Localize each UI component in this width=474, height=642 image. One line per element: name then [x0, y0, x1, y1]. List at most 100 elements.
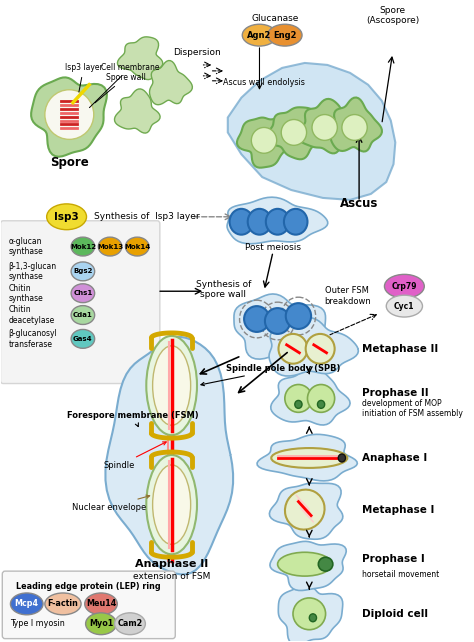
Text: Spindle: Spindle — [104, 442, 166, 470]
Ellipse shape — [265, 308, 290, 334]
Text: Eng2: Eng2 — [273, 31, 297, 40]
Text: development of MOP
initiation of FSM assembly: development of MOP initiation of FSM ass… — [362, 399, 463, 418]
Polygon shape — [234, 294, 326, 359]
Ellipse shape — [306, 334, 335, 363]
Ellipse shape — [319, 557, 333, 571]
Text: Mok12: Mok12 — [70, 243, 96, 250]
Ellipse shape — [244, 306, 269, 332]
Text: extension of FSM: extension of FSM — [133, 572, 210, 581]
Ellipse shape — [71, 306, 95, 324]
Polygon shape — [149, 60, 192, 105]
Ellipse shape — [71, 329, 95, 349]
Ellipse shape — [312, 114, 337, 141]
Ellipse shape — [153, 465, 191, 544]
Text: Isp3 layer: Isp3 layer — [65, 63, 102, 92]
Text: horsetail movement: horsetail movement — [362, 569, 439, 578]
Text: Dispersion: Dispersion — [173, 48, 221, 57]
Text: Spore wall: Spore wall — [95, 73, 146, 103]
Ellipse shape — [285, 385, 312, 412]
Ellipse shape — [98, 237, 122, 256]
Ellipse shape — [285, 490, 325, 530]
Text: Spindle pole body (SPB): Spindle pole body (SPB) — [201, 363, 340, 386]
FancyBboxPatch shape — [2, 571, 175, 639]
Polygon shape — [330, 98, 382, 152]
Text: Chitin
synthase: Chitin synthase — [9, 284, 44, 303]
Text: Agn2: Agn2 — [247, 31, 272, 40]
Ellipse shape — [318, 401, 325, 408]
Text: Ascus: Ascus — [340, 197, 378, 210]
Ellipse shape — [115, 613, 146, 635]
Ellipse shape — [71, 284, 95, 302]
Polygon shape — [269, 318, 358, 376]
Ellipse shape — [281, 119, 307, 145]
Text: Metaphase I: Metaphase I — [362, 505, 434, 515]
Ellipse shape — [229, 209, 253, 235]
Text: Post meiosis: Post meiosis — [245, 243, 301, 252]
Text: Gas4: Gas4 — [73, 336, 93, 342]
Text: Synthesis of
spore wall: Synthesis of spore wall — [196, 279, 251, 299]
Polygon shape — [278, 584, 343, 642]
Polygon shape — [257, 435, 357, 481]
Polygon shape — [228, 63, 395, 200]
Text: Forespore membrane (FSM): Forespore membrane (FSM) — [67, 412, 199, 426]
Ellipse shape — [126, 237, 149, 256]
Text: Nuclear envelope: Nuclear envelope — [72, 495, 150, 512]
Ellipse shape — [242, 24, 277, 46]
Ellipse shape — [386, 295, 422, 317]
Polygon shape — [118, 37, 163, 80]
Text: Meu14: Meu14 — [86, 600, 116, 609]
Text: Mok13: Mok13 — [97, 243, 123, 250]
Text: Cyc1: Cyc1 — [394, 302, 415, 311]
Text: Isp3: Isp3 — [54, 212, 79, 221]
Ellipse shape — [45, 593, 81, 615]
Text: Spore
(Ascospore): Spore (Ascospore) — [366, 6, 419, 25]
Ellipse shape — [146, 455, 197, 554]
Ellipse shape — [338, 454, 346, 462]
Ellipse shape — [45, 90, 94, 139]
Text: Mok14: Mok14 — [124, 243, 150, 250]
Text: Chitin
deacetylase: Chitin deacetylase — [9, 306, 55, 325]
Ellipse shape — [308, 385, 335, 412]
Polygon shape — [269, 483, 343, 539]
Text: Cam2: Cam2 — [118, 620, 143, 629]
Polygon shape — [270, 541, 346, 591]
Ellipse shape — [271, 448, 347, 468]
Polygon shape — [31, 78, 107, 157]
Text: Prophase II: Prophase II — [362, 388, 428, 399]
Text: Type I myosin: Type I myosin — [10, 620, 65, 629]
FancyBboxPatch shape — [0, 221, 160, 383]
Ellipse shape — [266, 209, 289, 235]
Polygon shape — [297, 99, 351, 153]
Text: β-1,3-glucan
synthase: β-1,3-glucan synthase — [9, 262, 57, 281]
Ellipse shape — [342, 114, 367, 141]
Ellipse shape — [10, 593, 43, 615]
Ellipse shape — [251, 128, 277, 153]
Ellipse shape — [293, 598, 326, 630]
Ellipse shape — [71, 237, 95, 256]
Ellipse shape — [295, 401, 302, 408]
Ellipse shape — [279, 334, 308, 363]
Ellipse shape — [153, 346, 191, 425]
Text: Anaphase II: Anaphase II — [135, 559, 208, 569]
Ellipse shape — [384, 274, 424, 298]
Text: Cda1: Cda1 — [73, 312, 93, 318]
Polygon shape — [265, 107, 318, 159]
Text: Synthesis of  Isp3 layer: Synthesis of Isp3 layer — [94, 213, 200, 221]
Text: Mcp4: Mcp4 — [15, 600, 39, 609]
Polygon shape — [227, 197, 328, 244]
Polygon shape — [105, 337, 233, 575]
Ellipse shape — [310, 614, 317, 621]
Text: Anaphase I: Anaphase I — [362, 453, 427, 463]
Ellipse shape — [46, 204, 87, 230]
Ellipse shape — [278, 552, 332, 576]
Polygon shape — [115, 89, 160, 133]
Text: Bgs2: Bgs2 — [73, 268, 92, 274]
Polygon shape — [237, 117, 288, 168]
Ellipse shape — [85, 593, 117, 615]
Text: Spore: Spore — [50, 156, 89, 169]
Text: Metaphase II: Metaphase II — [362, 344, 438, 354]
Polygon shape — [271, 367, 350, 425]
Text: Chs1: Chs1 — [73, 290, 92, 296]
Text: Leading edge protein (LEP) ring: Leading edge protein (LEP) ring — [16, 582, 161, 591]
Text: α-glucan
synthase: α-glucan synthase — [9, 237, 44, 256]
